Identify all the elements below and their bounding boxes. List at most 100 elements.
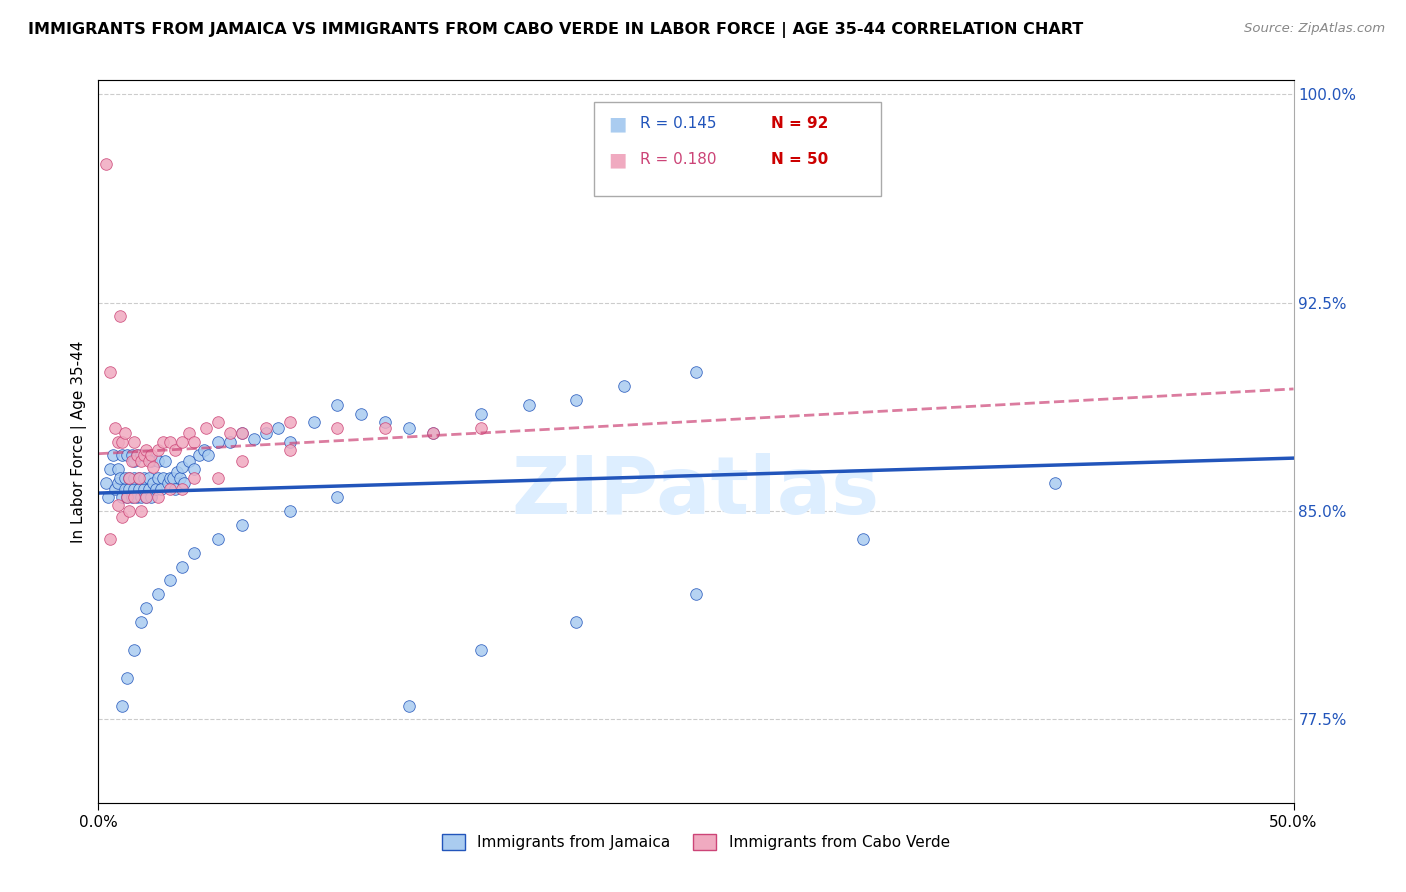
Point [131,454,153,468]
FancyBboxPatch shape [595,102,882,196]
Text: ■: ■ [609,150,627,169]
Point [148,490,170,504]
Point [148,442,170,457]
Point [207,532,229,546]
Text: IMMIGRANTS FROM JAMAICA VS IMMIGRANTS FROM CABO VERDE IN LABOR FORCE | AGE 35-44: IMMIGRANTS FROM JAMAICA VS IMMIGRANTS FR… [28,22,1084,38]
Point [111,449,134,463]
Point [159,434,181,449]
Point [148,454,170,468]
Point [124,454,146,468]
Point [231,517,253,532]
Point [97,490,120,504]
Point [131,449,153,463]
Text: ■: ■ [609,114,627,133]
Point [142,459,165,474]
Point [159,482,181,496]
Point [98,532,122,546]
Legend: Immigrants from Jamaica, Immigrants from Cabo Verde: Immigrants from Jamaica, Immigrants from… [436,829,956,856]
Point [139,490,162,504]
Point [207,415,229,429]
Point [179,454,201,468]
Point [231,454,253,468]
Point [254,426,277,441]
Point [115,490,138,504]
Point [125,449,148,463]
Point [197,449,219,463]
Point [685,365,707,379]
Point [125,490,148,504]
Point [152,434,174,449]
Point [132,449,155,463]
Point [121,454,143,468]
Point [101,449,124,463]
Point [104,420,127,434]
Point [470,643,492,657]
Point [187,449,209,463]
Text: R = 0.145: R = 0.145 [640,116,716,131]
Point [118,470,141,484]
Point [149,482,172,496]
Point [172,459,194,474]
Point [135,442,157,457]
Point [111,698,134,713]
Point [219,434,242,449]
Point [138,454,160,468]
Point [326,420,349,434]
Point [124,490,146,504]
Point [470,420,492,434]
Point [98,365,122,379]
Point [172,559,194,574]
Point [142,476,165,491]
Point [125,449,148,463]
Point [138,482,160,496]
Point [166,465,188,479]
Point [131,504,153,518]
Point [107,476,129,491]
Point [852,532,875,546]
Point [135,490,157,504]
Point [231,426,253,441]
Point [124,434,146,449]
Point [139,454,162,468]
Point [219,426,242,441]
Point [267,420,290,434]
Point [243,432,266,446]
Point [183,470,205,484]
Y-axis label: In Labor Force | Age 35-44: In Labor Force | Age 35-44 [72,341,87,542]
Point [124,643,146,657]
Point [94,476,117,491]
Point [131,490,153,504]
Point [254,420,277,434]
Point [172,434,194,449]
Point [565,615,588,629]
Text: N = 92: N = 92 [772,116,828,131]
Point [132,482,155,496]
Point [163,482,186,496]
Point [422,426,444,441]
Point [374,415,396,429]
Point [118,504,141,518]
Point [517,398,540,412]
Point [195,420,218,434]
Point [124,470,146,484]
Point [179,426,201,441]
Point [114,426,136,441]
Point [138,470,160,484]
Point [148,587,170,601]
Text: N = 50: N = 50 [772,153,828,168]
Point [156,476,179,491]
Point [118,470,141,484]
Text: R = 0.180: R = 0.180 [640,153,716,168]
Point [278,415,301,429]
Point [132,470,155,484]
Point [94,156,117,170]
Point [121,490,143,504]
Point [183,546,205,560]
Point [124,482,146,496]
Point [183,434,205,449]
Point [98,462,122,476]
Point [398,698,420,713]
Text: ZIPatlas: ZIPatlas [512,453,880,531]
Point [111,509,134,524]
Point [613,379,636,393]
